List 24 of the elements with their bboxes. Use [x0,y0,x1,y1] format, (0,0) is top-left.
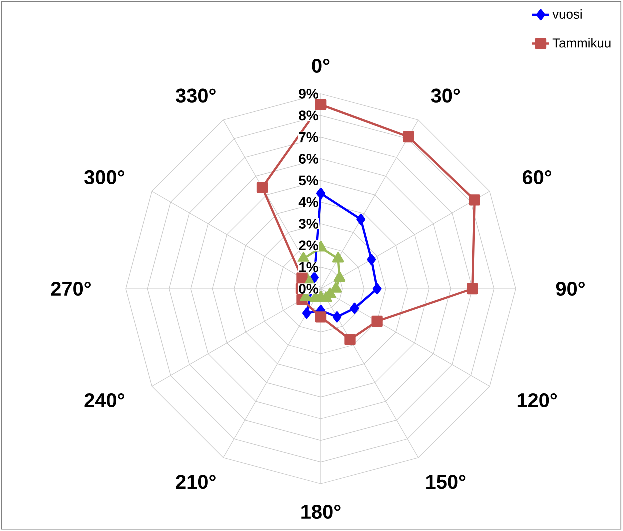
spoke-label: 60° [522,170,552,185]
y-tick-label: 0% [299,284,318,294]
y-tick-label: 4% [298,197,318,208]
spoke-label: 330° [176,88,216,103]
y-tick-label: 2% [299,240,318,251]
spoke-label: 0° [312,58,330,74]
spoke-label: 120° [518,393,558,408]
y-tick-label: 6% [299,154,318,164]
y-tick-label: 8% [299,110,318,121]
spoke-label: 90° [556,282,585,296]
spoke-label: 240° [84,393,124,408]
spoke-label: 180° [302,504,341,520]
spoke-label: 300° [84,170,124,185]
y-tick-label: 3% [298,219,318,229]
legend-label: Tammikuu [552,38,611,48]
y-tick-label: 9% [299,89,318,99]
y-tick-label: 7% [299,132,318,142]
spoke-label: 150° [426,475,466,490]
spoke-label: 30° [431,88,460,103]
legend-label: vuosi [552,9,582,19]
spoke-label: 210° [176,475,216,490]
y-tick-label: 1% [300,262,318,272]
spoke-label: 270° [51,282,91,296]
y-tick-label: 5% [299,176,318,186]
